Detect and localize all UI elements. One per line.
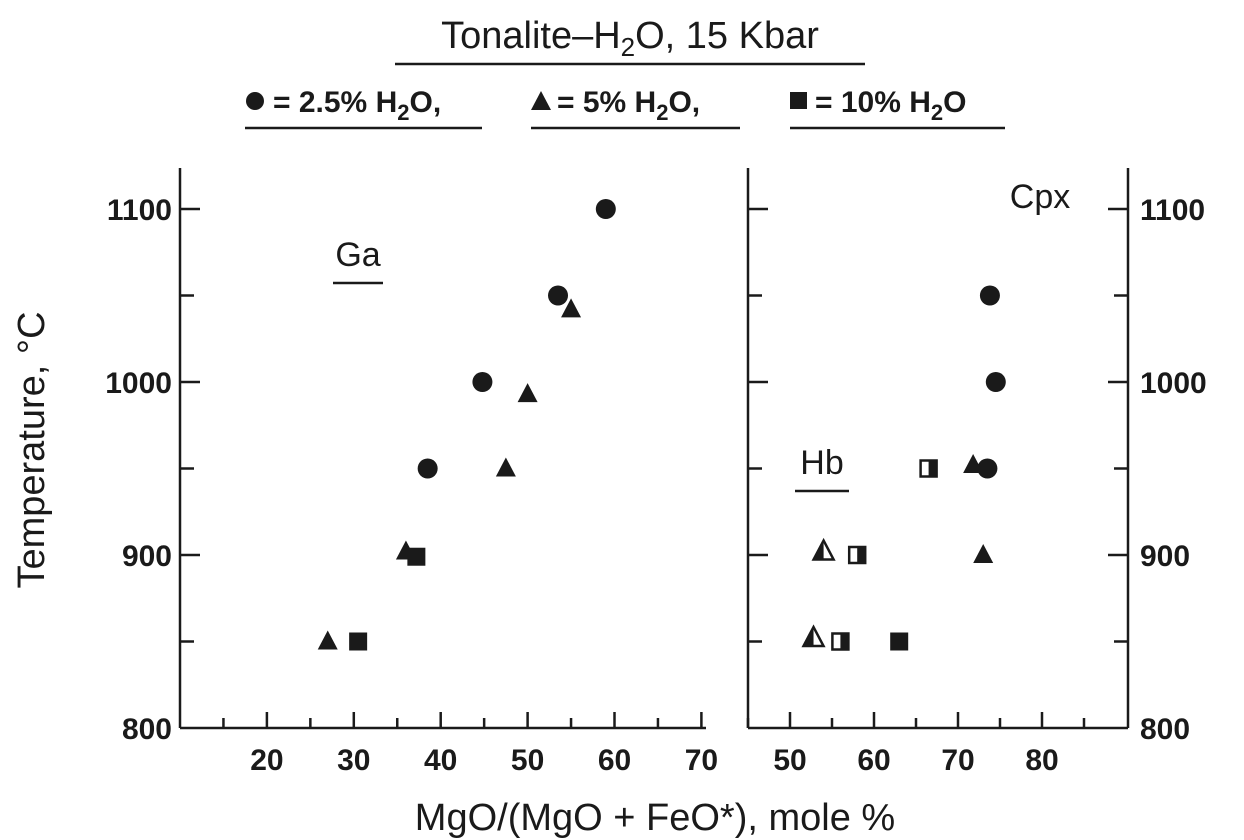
x-tick-label: 70 bbox=[685, 744, 718, 777]
y-axis-label: Temperature, °C bbox=[11, 311, 53, 588]
x-tick-label: 40 bbox=[424, 744, 457, 777]
legend-circle-marker bbox=[246, 92, 264, 110]
data-point-triangle-half-fill bbox=[803, 627, 814, 647]
data-point-square bbox=[349, 632, 368, 651]
y-tick-label-right: 1100 bbox=[1140, 194, 1205, 227]
data-point-circle bbox=[985, 372, 1006, 392]
panel-cpx-hb: 800 900 1000 1100 50 60 70 80 Cpx Hb bbox=[746, 168, 1207, 777]
data-point-circle bbox=[979, 285, 1000, 306]
mineral-label-ga: Ga bbox=[335, 236, 380, 274]
data-point-square-half-fill bbox=[857, 547, 866, 563]
legend-label-circle: = 2.5% H2​O, bbox=[273, 86, 441, 125]
mineral-label-cpx: Cpx bbox=[1010, 178, 1070, 216]
data-point-triangle-half-fill bbox=[813, 540, 824, 560]
x-tick-label: 50 bbox=[511, 744, 544, 777]
mineral-label-hb: Hb bbox=[800, 444, 843, 482]
legend-label-square: = 10% H2​O bbox=[815, 86, 967, 125]
legend-triangle-marker bbox=[531, 91, 551, 110]
legend-item-square: = 10% H2​O bbox=[790, 86, 1005, 130]
data-point-square bbox=[890, 632, 909, 651]
x-tick-label: 80 bbox=[1025, 744, 1058, 777]
y-tick-label-left: 900 bbox=[122, 540, 172, 573]
data-point-triangle bbox=[973, 544, 994, 563]
data-point-circle bbox=[472, 372, 493, 392]
x-tick-label: 60 bbox=[598, 744, 631, 777]
legend-item-circle: = 2.5% H2​O, bbox=[245, 86, 482, 130]
legend: = 2.5% H2​O, = 5% H2​O, = 10% H2​O bbox=[245, 86, 1005, 130]
legend-square-marker bbox=[790, 92, 807, 109]
x-tick-label: 30 bbox=[337, 744, 370, 777]
legend-item-triangle: = 5% H2​O, bbox=[531, 86, 740, 130]
data-point-circle bbox=[548, 285, 569, 306]
chart-title: Tonalite–H2​O, 15 Kbar bbox=[441, 15, 819, 62]
x-axis-label: MgO/(MgO + FeO*), mole % bbox=[415, 797, 895, 839]
x-tick-label: 50 bbox=[773, 744, 806, 777]
data-point-square bbox=[407, 547, 426, 566]
y-tick-label-left: 1100 bbox=[107, 194, 172, 227]
x-tick-label: 60 bbox=[857, 744, 890, 777]
data-point-triangle bbox=[561, 298, 582, 318]
y-tick-label-right: 1000 bbox=[1140, 367, 1207, 400]
y-tick-label-left: 1000 bbox=[105, 367, 172, 400]
data-point-square-half-fill bbox=[928, 460, 937, 477]
y-tick-label-right: 900 bbox=[1140, 540, 1190, 573]
data-point-circle bbox=[595, 199, 616, 219]
y-tick-label-right: 800 bbox=[1140, 713, 1190, 746]
panel-garnet: 800 900 1000 1100 20 30 40 50 60 70 Ga bbox=[105, 168, 718, 777]
data-point-triangle bbox=[963, 454, 984, 474]
data-point-square-half-fill bbox=[840, 633, 849, 650]
data-point-triangle bbox=[317, 630, 338, 650]
x-tick-label: 70 bbox=[941, 744, 974, 777]
x-tick-label: 20 bbox=[250, 744, 283, 777]
data-point-circle bbox=[977, 458, 998, 479]
data-point-triangle bbox=[495, 457, 516, 477]
y-tick-label-left: 800 bbox=[122, 713, 172, 746]
legend-label-triangle: = 5% H2​O, bbox=[557, 86, 700, 125]
data-point-circle bbox=[417, 458, 438, 479]
data-point-triangle bbox=[517, 383, 538, 403]
